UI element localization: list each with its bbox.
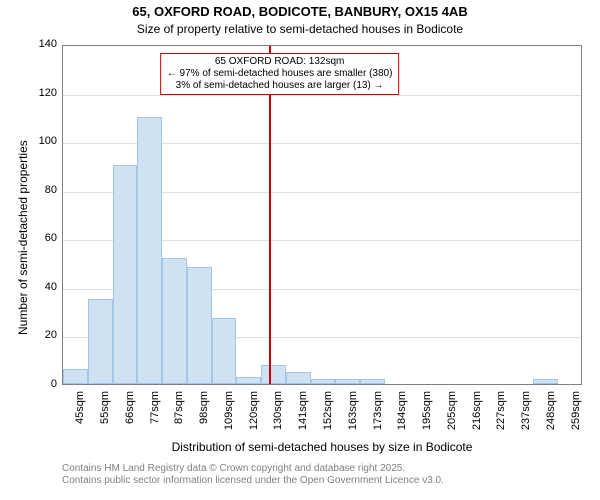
histogram-bar — [88, 299, 113, 384]
histogram-bar — [261, 365, 286, 384]
reference-annotation: 65 OXFORD ROAD: 132sqm← 97% of semi-deta… — [160, 53, 400, 95]
histogram-bar — [311, 379, 336, 384]
annotation-line: 3% of semi-detached houses are larger (1… — [167, 80, 393, 92]
annotation-line: 65 OXFORD ROAD: 132sqm — [167, 56, 393, 68]
x-tick-label: 216sqm — [471, 391, 483, 441]
histogram-bar — [236, 377, 261, 384]
grid-line — [63, 46, 581, 47]
x-tick-label: 205sqm — [446, 391, 458, 441]
footer-line-1: Contains HM Land Registry data © Crown c… — [62, 463, 405, 474]
x-tick-label: 87sqm — [173, 391, 185, 441]
x-tick-label: 227sqm — [495, 391, 507, 441]
x-tick-label: 55sqm — [99, 391, 111, 441]
x-tick-label: 130sqm — [272, 391, 284, 441]
histogram-bar — [212, 318, 237, 384]
histogram-bar — [162, 258, 187, 384]
y-tick-label: 80 — [27, 184, 57, 196]
x-tick-label: 77sqm — [149, 391, 161, 441]
chart-container: 65, OXFORD ROAD, BODICOTE, BANBURY, OX15… — [0, 0, 600, 500]
x-tick-label: 259sqm — [570, 391, 582, 441]
y-tick-label: 0 — [27, 378, 57, 390]
x-tick-label: 173sqm — [372, 391, 384, 441]
y-tick-label: 100 — [27, 135, 57, 147]
x-tick-label: 45sqm — [74, 391, 86, 441]
histogram-bar — [360, 379, 385, 384]
histogram-bar — [286, 372, 311, 384]
y-tick-label: 60 — [27, 232, 57, 244]
y-tick-label: 40 — [27, 281, 57, 293]
x-tick-label: 98sqm — [198, 391, 210, 441]
histogram-bar — [63, 369, 88, 384]
x-tick-label: 152sqm — [322, 391, 334, 441]
y-tick-label: 120 — [27, 87, 57, 99]
annotation-line: ← 97% of semi-detached houses are smalle… — [167, 68, 393, 80]
x-axis-label: Distribution of semi-detached houses by … — [62, 440, 582, 454]
histogram-bar — [113, 165, 138, 384]
x-tick-label: 120sqm — [248, 391, 260, 441]
chart-title: 65, OXFORD ROAD, BODICOTE, BANBURY, OX15… — [0, 4, 600, 19]
y-tick-label: 140 — [27, 38, 57, 50]
histogram-bar — [335, 379, 360, 384]
x-tick-label: 141sqm — [297, 391, 309, 441]
histogram-bar — [533, 379, 558, 384]
chart-subtitle: Size of property relative to semi-detach… — [0, 22, 600, 36]
y-tick-label: 20 — [27, 329, 57, 341]
grid-line — [63, 386, 581, 387]
x-tick-label: 237sqm — [520, 391, 532, 441]
histogram-bar — [187, 267, 212, 384]
x-tick-label: 195sqm — [421, 391, 433, 441]
plot-area — [62, 45, 582, 385]
reference-line — [269, 46, 271, 384]
x-tick-label: 163sqm — [347, 391, 359, 441]
x-tick-label: 109sqm — [223, 391, 235, 441]
histogram-bar — [137, 117, 162, 384]
footer-line-2: Contains public sector information licen… — [62, 475, 444, 486]
x-tick-label: 66sqm — [124, 391, 136, 441]
x-tick-label: 184sqm — [396, 391, 408, 441]
x-tick-label: 248sqm — [545, 391, 557, 441]
